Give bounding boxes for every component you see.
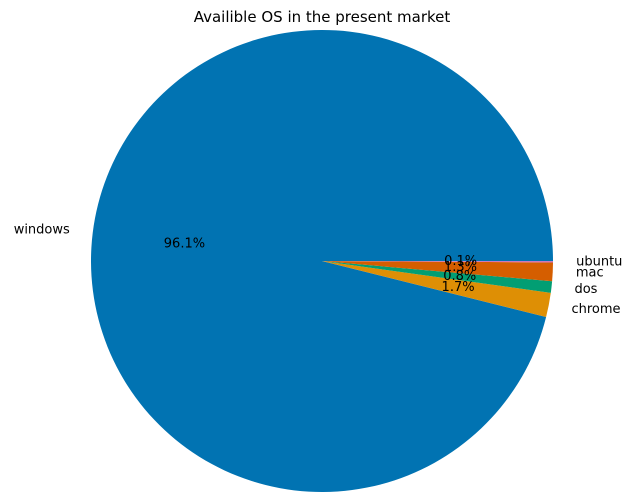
category-label-ubuntu: ubuntu — [576, 254, 622, 269]
category-label-chrome: chrome — [571, 302, 620, 317]
pie-slice-mac — [322, 261, 553, 282]
percent-label-windows: 96.1% — [164, 237, 205, 252]
pie-slice-ubuntu — [322, 261, 553, 263]
pie-slice-dos — [322, 261, 553, 293]
percent-labels: 96.1% 1.7%0.8%1.3%0.1% — [164, 237, 477, 295]
pie-slice-windows — [90, 29, 553, 492]
category-label-dos: dos — [574, 282, 597, 297]
percent-label-mac: 1.3% — [444, 260, 477, 275]
percent-label-ubuntu: 0.1% — [444, 254, 477, 269]
pie-slices — [90, 29, 553, 492]
category-label-mac: mac — [576, 265, 604, 280]
category-label-windows: windows — [14, 222, 70, 237]
percent-label-chrome: 1.7% — [442, 280, 475, 295]
chart-title: Availible OS in the present market — [194, 8, 451, 26]
percent-label-dos: 0.8% — [443, 269, 476, 284]
pie-slice-chrome — [322, 261, 551, 318]
